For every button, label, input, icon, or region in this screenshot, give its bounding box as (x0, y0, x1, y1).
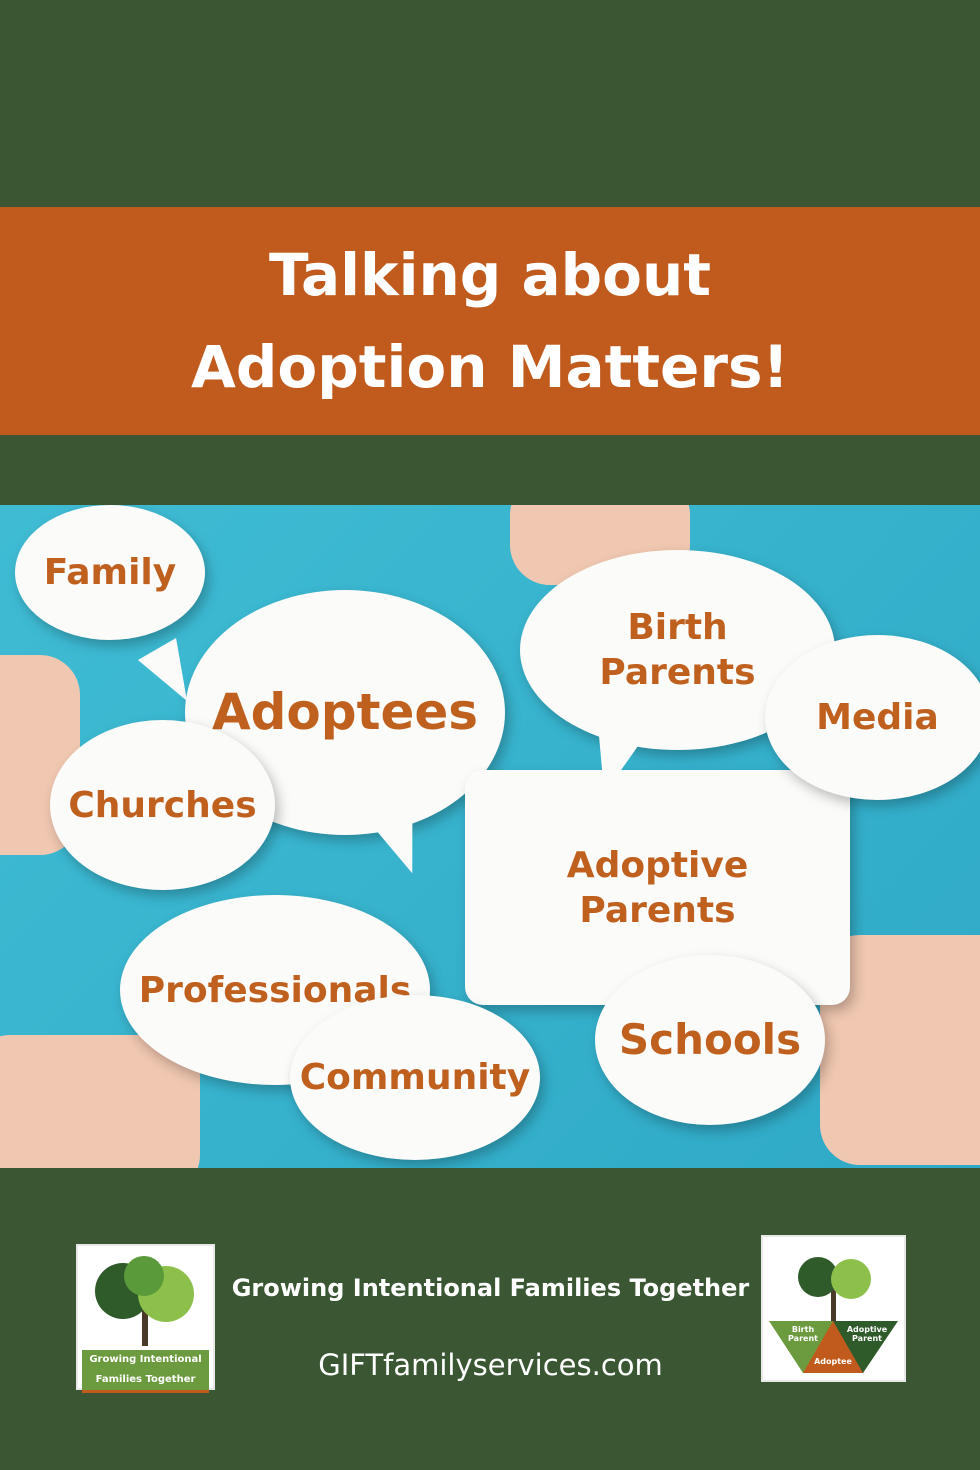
logo-text: Adoptee (814, 1357, 852, 1366)
bubble-adoptive-parents: Adoptive Parents (465, 770, 850, 1005)
logo-text: Growing Intentional (89, 1354, 202, 1365)
footer-tagline: Growing Intentional Families Together (231, 1274, 750, 1302)
bubble-community: Community (290, 995, 540, 1160)
logo-text: Families Together (95, 1374, 196, 1385)
logo-text: Adoptive Parent (846, 1325, 888, 1343)
bubble-tail (371, 809, 433, 881)
bubble-family: Family (15, 505, 205, 640)
bubble-schools: Schools (595, 955, 825, 1125)
speech-bubbles-photo: Adoptees Family Adoptive Parents Birth P… (0, 505, 980, 1168)
bubble-churches: Churches (50, 720, 275, 890)
tree-icon (95, 1256, 194, 1346)
title-line-1: Talking about (268, 241, 712, 309)
tree-triangle-icon (769, 1257, 898, 1373)
title-banner: Talking about Adoption Matters! (0, 207, 980, 435)
website-link[interactable]: GIFTfamilyservices.com (318, 1348, 663, 1382)
logo-text: Birth Parent (788, 1325, 818, 1343)
bubble-media: Media (765, 635, 980, 800)
title-line-2: Adoption Matters! (191, 333, 789, 401)
gift-logo-left: Growing Intentional Families Together (76, 1244, 215, 1393)
gift-logo-right: Birth Parent Adoptive Parent Adoptee (761, 1235, 906, 1382)
